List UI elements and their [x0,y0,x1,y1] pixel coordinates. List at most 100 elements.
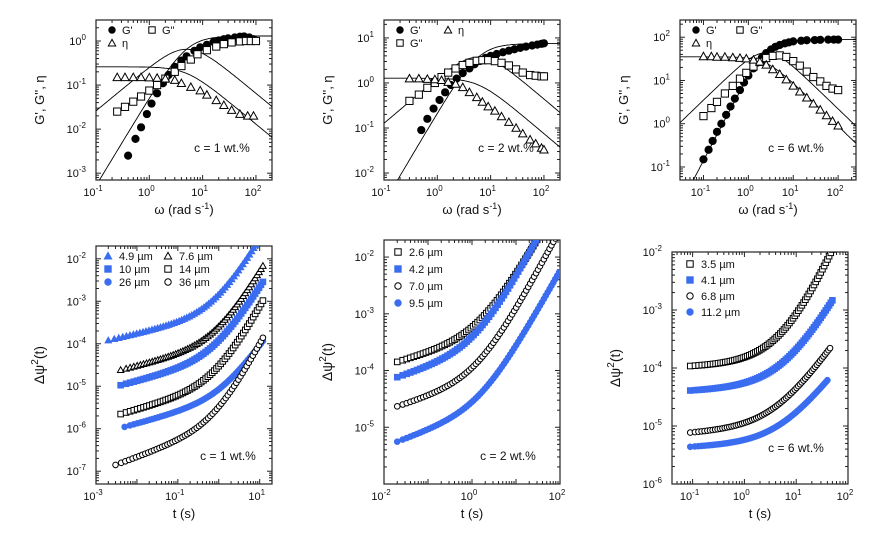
data-point [554,199,560,205]
tick-base: 10 [355,422,367,434]
x-tick-label: 10-1 [691,184,711,199]
data-point [720,89,729,98]
data-point [552,202,558,208]
legend-label: 6.8 µm [701,291,735,303]
legend-marker [394,299,402,307]
data-point [735,85,745,95]
data-point [477,96,488,106]
concentration-annotation: c = 2 wt.% [480,449,536,463]
tick-exponent: 2 [257,184,262,193]
legend-marker [686,260,694,268]
x-tick-label: 10-1 [165,488,185,503]
data-point [112,461,119,469]
x-tick-label: 102 [827,184,844,199]
data-point [227,38,236,47]
data-point [545,216,551,222]
data-point [259,278,267,286]
data-point [234,108,245,118]
tick-base: 10 [67,168,79,180]
data-point [834,35,843,44]
data-point [404,73,415,83]
data-point [774,68,785,78]
data-point [123,151,133,160]
y-axis-label: G', G'', η [320,75,335,124]
tick-base: 10 [67,296,79,308]
data-point [543,220,549,226]
data-point [550,212,556,218]
plot-frame [383,19,561,181]
tick-base: 10 [355,366,367,378]
data-point [551,209,557,215]
legend-label: 9.5 µm [409,298,443,310]
data-point [219,40,228,49]
y-tick-label: 10-2 [355,165,375,180]
plot-area [96,32,272,180]
data-point [128,72,139,82]
x-tick-label: 10-1 [371,184,391,199]
y-axis-label: Δψ2(t) [30,346,47,384]
legend-label: η [458,25,464,37]
legend-label: 10 µm [119,264,150,276]
data-point [261,228,267,234]
x-axis-label: t (s) [173,506,195,521]
data-point [539,72,549,81]
data-point [193,50,202,59]
tick-exponent: -1 [96,184,104,193]
y-tick-label: 10-4 [67,336,87,351]
data-point [539,39,549,48]
data-point [451,64,460,73]
tick-base: 10 [83,187,95,199]
tick-base: 10 [191,187,203,199]
data-point [496,111,507,121]
y-tick-label: 10-3 [67,293,87,308]
legend-label: G" [410,38,423,50]
tick-base: 10 [67,124,79,136]
concentration-annotation: c = 2 wt.% [478,141,534,155]
tick-base: 10 [83,491,95,503]
x-tick-label: 100 [733,488,750,503]
tick-base: 10 [67,254,79,266]
y-tick-label: 10-1 [67,77,87,92]
data-point [186,55,195,64]
plot-frame [95,245,273,485]
data-point [541,223,547,229]
tick-base: 10 [67,424,79,436]
data-point [144,72,155,82]
concentration-annotation: c = 6 wt.% [768,141,824,155]
tick-base: 10 [357,78,369,90]
data-point [801,92,812,102]
data-point [147,99,156,108]
tick-base: 10 [837,491,849,503]
tick-exponent: -2 [384,488,392,497]
tick-exponent: 0 [749,184,754,193]
y-tick-label: 10-5 [67,378,87,393]
data-point [730,94,739,103]
data-point [511,65,521,74]
data-point [218,99,229,109]
tick-exponent: -4 [79,336,87,345]
data-point [556,229,562,235]
data-point [532,240,540,244]
x-tick-label: 101 [785,488,802,503]
y-axis-label: G', G'', η [32,75,47,124]
data-point [542,224,548,230]
tick-exponent: 0 [370,75,375,84]
tick-exponent: 2 [666,29,671,38]
tick-base: 10 [355,168,367,180]
tick-exponent: 1 [204,184,209,193]
data-point [116,365,125,374]
y-tick-label: 10-2 [67,251,87,266]
data-point [248,110,259,120]
y-axis-label: Δψ2(t) [606,349,623,387]
tick-exponent: 2 [545,184,550,193]
data-point [517,128,528,138]
data-point [808,98,819,108]
data-point [761,59,772,69]
tick-exponent: 2 [839,184,844,193]
x-axis-label-end: ) [209,202,213,217]
data-point [258,261,267,269]
tick-base: 10 [643,421,655,433]
x-axis-label-sup: -1 [489,201,497,211]
